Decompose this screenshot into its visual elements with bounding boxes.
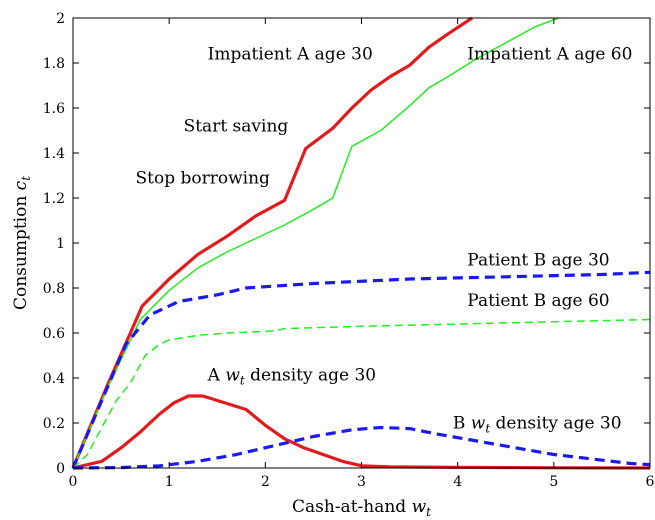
y-tick-label: 1.2	[43, 191, 65, 207]
annotation-stop-borrowing: Stop borrowing	[136, 168, 271, 188]
y-tick-label: 1	[56, 236, 65, 252]
plot-frame	[72, 17, 651, 469]
x-tick-label: 4	[453, 474, 462, 490]
annotation-patient-b-age60: Patient B age 60	[467, 291, 609, 311]
y-tick-label: 0.2	[43, 416, 65, 432]
annotation-impatient-a-age30: Impatient A age 30	[208, 45, 373, 65]
series-line-impatient-a-age30	[71, 16, 473, 469]
x-axis-title: Cash-at-hand wt	[292, 497, 431, 519]
x-tick-label: 3	[357, 474, 366, 490]
series-line-impatient-a-age60	[72, 17, 559, 469]
y-tick-label: 0.4	[43, 371, 65, 387]
annotation-b-density-age30: B wt density age 30	[453, 414, 622, 436]
y-tick-label: 2	[56, 11, 65, 27]
series-line-b-density-age30	[72, 425, 651, 470]
annotation-patient-b-age30: Patient B age 30	[467, 251, 609, 271]
x-tick-label: 5	[549, 474, 558, 490]
series-line-patient-b-age60	[72, 318, 651, 469]
annotation-a-density-age30: A wt density age 30	[207, 365, 377, 387]
annotation-impatient-a-age60: Impatient A age 60	[467, 45, 632, 65]
y-tick-label: 1.4	[43, 146, 65, 162]
y-tick-label: 0.6	[43, 326, 65, 342]
axis-titles: Cash-at-hand wt Consumption ct	[11, 176, 431, 519]
ticks-layer: 0 1 2 3 4 5 6 0 0.2 0.4 0.6 0.8 1 1.2 1.4 1.6 1.8 2	[43, 11, 655, 490]
y-axis-title: Consumption ct	[11, 176, 33, 310]
x-tick-label: 6	[646, 474, 655, 490]
x-tick-label: 1	[165, 474, 174, 490]
series-line-patient-b-age30	[71, 270, 651, 469]
annotation-start-saving: Start saving	[184, 117, 289, 137]
y-tick-label: 0.8	[43, 281, 65, 297]
y-tick-label: 1.6	[43, 101, 65, 117]
x-tick-label: 2	[261, 474, 270, 490]
series-line-a-density-age30	[72, 394, 651, 470]
x-tick-label: 0	[69, 474, 78, 490]
y-tick-label: 1.8	[43, 56, 65, 72]
series-layer	[71, 16, 651, 470]
annotation-layer: Impatient A age 30 Impatient A age 60 Star…	[136, 45, 633, 436]
y-tick-label: 0	[56, 461, 65, 477]
